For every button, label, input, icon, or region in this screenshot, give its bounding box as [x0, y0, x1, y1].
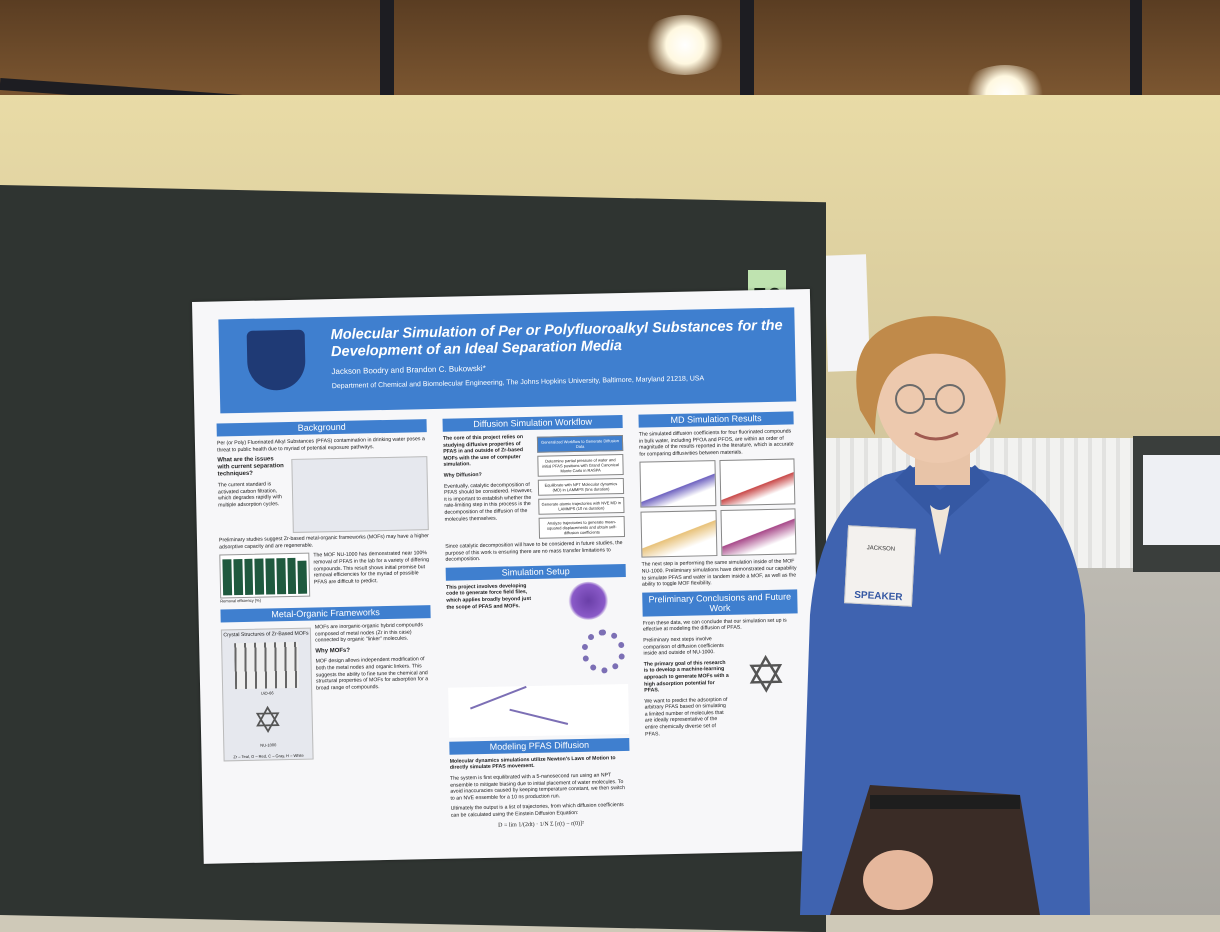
coordination-diagram	[580, 628, 626, 674]
workflow-step: Determine partial pressure of water and …	[537, 454, 624, 477]
text: Why MOFs?	[315, 647, 351, 655]
text: Ultimately the output is a list of traje…	[450, 802, 624, 819]
removal-efficiency-bar-chart	[219, 552, 311, 599]
belt	[870, 795, 1020, 809]
bar	[276, 557, 286, 595]
text: Why Diffusion?	[443, 471, 482, 479]
workflow-step: Generate atomic trajectories with NVE MD…	[538, 496, 625, 515]
workflow-step: Analyze trajectories to generate mean-sq…	[538, 515, 626, 539]
background-poster	[1143, 455, 1220, 545]
msd-plots	[639, 458, 797, 559]
workflow-title: Generalized Workflow to Generate Diffusi…	[536, 435, 624, 453]
text: MOF design allows independent modificati…	[315, 656, 429, 692]
workflow-step: Equilibrate with NPT Molecular dynamics …	[537, 477, 625, 496]
smile	[914, 431, 959, 441]
text: Preliminary next steps involve compariso…	[643, 636, 724, 657]
bar	[265, 558, 275, 595]
presenter	[800, 316, 1090, 915]
text: Per (or Poly) Fluorinated Alkyl Substanc…	[216, 436, 425, 454]
poster-department: Department of Chemical and Biomolecular …	[331, 375, 705, 391]
msd-plot	[639, 460, 716, 509]
text: The system is first equilibrated with a …	[449, 772, 626, 802]
text: The MOF NU-1000 has demonstrated near 10…	[313, 550, 430, 586]
text: The core of this project relies on study…	[442, 434, 524, 469]
university-shield-logo	[246, 329, 306, 391]
bar	[297, 560, 308, 595]
text: The next step is performing the same sim…	[641, 558, 797, 588]
bar	[222, 559, 232, 596]
text: The primary goal of this research is to …	[643, 659, 729, 694]
bar	[233, 559, 243, 596]
text: The current standard is activated carbon…	[217, 481, 282, 509]
text: We want to predict the adsorption of arb…	[644, 696, 728, 738]
nu1000-structure: ✡	[252, 699, 284, 741]
bar	[254, 558, 265, 596]
section-heading: Modeling PFAS Diffusion	[449, 737, 630, 755]
column-1: Background Per (or Poly) Fluorinated Alk…	[216, 419, 434, 764]
molecule-cluster	[567, 581, 609, 620]
bond	[509, 708, 569, 725]
ceiling-light	[640, 15, 730, 75]
figure-legend: Zr – Teal, O – Red, C – Gray, H – White	[233, 752, 304, 759]
column-3: MD Simulation Results The simulated diff…	[638, 411, 800, 741]
poster-authors: Jackson Boodry and Brandon C. Bukowski*	[331, 363, 486, 377]
curly-hair	[856, 316, 1006, 435]
text: This project involves developing code to…	[445, 582, 532, 611]
name-badge: JACKSON SPEAKER	[844, 525, 916, 607]
axis-label: Removal efficiency [%]	[220, 598, 261, 604]
undershirt	[930, 505, 950, 555]
text: From these data, we can conclude that ou…	[642, 617, 787, 633]
text: What are the issues with current separat…	[217, 456, 284, 478]
badge-role: SPEAKER	[853, 589, 903, 604]
figure-label: UiO-66	[260, 689, 274, 696]
bond	[470, 685, 527, 710]
section-heading: Preliminary Conclusions and Future Work	[642, 589, 798, 617]
text: Eventually, catalytic decomposition of P…	[443, 481, 533, 523]
pfas-pathways-figure	[291, 456, 429, 534]
bar	[286, 558, 297, 595]
msd-plot	[718, 458, 796, 507]
text: Since catalytic decomposition will have …	[445, 540, 623, 563]
section-heading: Diffusion Simulation Workflow	[442, 415, 623, 432]
poster-title: Molecular Simulation of Per or Polyfluor…	[330, 317, 783, 361]
poster-banner: Molecular Simulation of Per or Polyfluor…	[218, 307, 797, 414]
bond-angle-figure	[448, 683, 630, 738]
bar	[243, 559, 254, 596]
figure-label: NU-1000	[260, 742, 277, 748]
einstein-equation: D = lim 1/(2dt) · 1/N Σ [r(t) − r(0)]²	[498, 820, 585, 829]
text: MOFs are inorganic-organic hybrid compou…	[314, 622, 424, 644]
msd-plot	[640, 510, 717, 559]
force-field-figure	[540, 581, 628, 683]
section-heading: Background	[216, 419, 427, 437]
section-heading: Simulation Setup	[445, 563, 626, 581]
text: Molecular dynamics simulations utilize N…	[449, 755, 616, 772]
uio66-structure	[234, 641, 300, 689]
poster: Molecular Simulation of Per or Polyfluor…	[192, 289, 822, 864]
column-2: Diffusion Simulation Workflow The core o…	[442, 415, 632, 834]
crystal-structures-figure: Crystal Structures of Zr-Based MOFs UiO-…	[220, 627, 314, 762]
figure-title: Crystal Structures of Zr-Based MOFs	[223, 630, 309, 639]
badge-name: JACKSON	[866, 545, 896, 553]
hands	[863, 850, 933, 910]
text: The simulated diffusion coefficients for…	[638, 428, 794, 458]
section-heading: MD Simulation Results	[638, 411, 794, 428]
msd-plot	[719, 508, 797, 557]
